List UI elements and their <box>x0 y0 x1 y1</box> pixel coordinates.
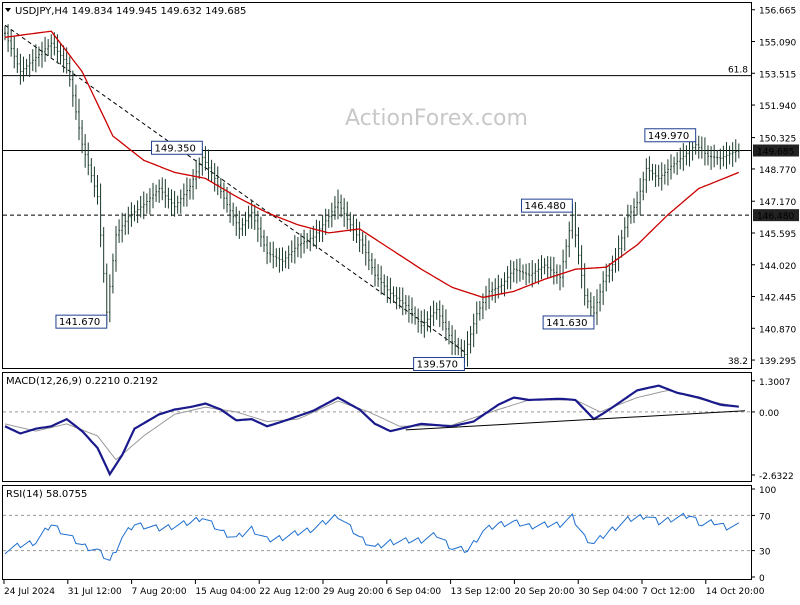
price-tick-label-10: 140.870 <box>759 325 796 335</box>
time-tick-label-6: 6 Sep 04:00 <box>387 587 442 597</box>
price-tick-label-8: 144.020 <box>759 262 796 272</box>
menu-arrow-icon[interactable] <box>5 8 11 12</box>
rsi-tick-label-0: 100 <box>759 486 776 496</box>
price-layer: 61.8 38.2 149.350 141.670 139.570 146.480 141.… <box>3 24 751 372</box>
price-tick-label-9: 142.445 <box>759 294 796 304</box>
time-tick-label-7: 13 Sep 12:00 <box>451 587 511 597</box>
rsi-line <box>4 512 740 562</box>
rsi-tick-label-1: 70 <box>759 512 771 522</box>
price-badge-0 <box>753 144 799 157</box>
fib-label-bottom: 38.2 <box>728 357 748 367</box>
price-badge-label-1: 146.480 <box>757 212 794 222</box>
price-header: USDJPY,H4 149.834 149.945 149.632 149.68… <box>15 6 246 17</box>
rsi-layer <box>3 512 751 562</box>
macd-trendline <box>405 410 746 431</box>
price-tick-label-7: 145.595 <box>759 230 796 240</box>
price-tick-label-0: 156.665 <box>759 7 796 17</box>
time-tick-label-0: 24 Jul 2024 <box>4 587 55 597</box>
time-tick-label-5: 29 Aug 20:00 <box>323 587 384 597</box>
price-annotation-4: 141.630 <box>546 318 587 329</box>
price-panel-frame <box>2 2 752 369</box>
macd-layer <box>3 384 751 477</box>
rsi-header: RSI(14) 58.0755 <box>6 489 87 500</box>
price-annotation-1: 141.670 <box>59 317 100 328</box>
price-annotation-box-4 <box>542 315 595 330</box>
price-annotation-box-2 <box>413 357 465 372</box>
price-badge-label-0: 149.685 <box>757 148 794 158</box>
watermark: ActionForex.com <box>345 106 528 131</box>
time-tick-label-9: 30 Sep 04:00 <box>578 587 638 597</box>
time-tick-label-1: 31 Jul 12:00 <box>68 587 122 597</box>
macd-tick-label-1: 0.00 <box>759 409 779 419</box>
price-annotation-3: 146.480 <box>525 201 566 212</box>
rsi-tick-label-3: 0 <box>759 574 765 584</box>
price-tick-label-11: 139.295 <box>759 357 796 367</box>
moving-average-line <box>4 30 740 299</box>
price-annotation-box-0 <box>151 140 203 155</box>
axis-layer: 156.665 155.090 153.515 151.940 150.325 148.7… <box>3 7 799 597</box>
time-tick-label-10: 7 Oct 12:00 <box>642 587 695 597</box>
price-annotation-2: 139.570 <box>417 360 458 371</box>
time-tick-label-11: 14 Oct 20:00 <box>706 587 765 597</box>
time-tick-label-4: 22 Aug 12:00 <box>259 587 320 597</box>
price-tick-label-5: 148.770 <box>759 166 796 176</box>
time-tick-label-3: 15 Aug 04:00 <box>195 587 256 597</box>
price-tick-label-6: 147.170 <box>759 198 796 208</box>
price-tick-label-1: 155.090 <box>759 39 796 49</box>
price-annotation-box-1 <box>55 314 108 329</box>
macd-tick-label-0: 1.3007 <box>759 378 791 388</box>
price-annotation-box-5 <box>644 128 697 143</box>
macd-signal-line <box>4 389 739 461</box>
price-badge-1 <box>753 209 799 222</box>
macd-line <box>4 384 739 477</box>
macd-panel-frame <box>2 372 752 482</box>
price-trendline <box>4 24 468 355</box>
price-annotation-5: 149.970 <box>648 131 689 142</box>
price-tick-label-4: 150.325 <box>759 135 796 145</box>
rsi-tick-label-2: 30 <box>759 548 771 558</box>
macd-tick-label-2: -2.6322 <box>759 472 794 482</box>
level-label-0: 61.8 <box>728 66 748 76</box>
price-annotation-box-3 <box>521 198 573 213</box>
time-tick-label-2: 7 Aug 20:00 <box>132 587 187 597</box>
price-tick-label-2: 153.515 <box>759 70 796 80</box>
macd-header: MACD(12,26,9) 0.2210 0.2192 <box>6 376 158 387</box>
price-annotation-0: 149.350 <box>155 143 196 154</box>
price-tick-label-3: 151.940 <box>759 102 796 112</box>
rsi-panel-frame <box>2 485 752 580</box>
time-tick-label-8: 20 Sep 20:00 <box>514 587 574 597</box>
